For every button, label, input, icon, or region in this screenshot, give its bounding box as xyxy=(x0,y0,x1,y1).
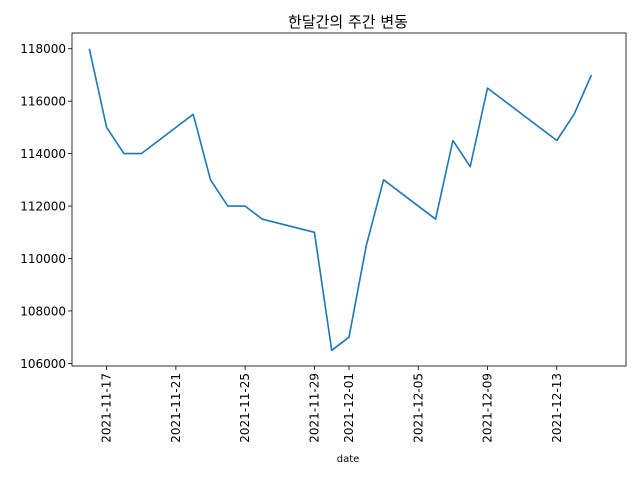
y-tick-label: 112000 xyxy=(20,200,66,214)
x-tick-label: 2021-12-05 xyxy=(411,373,425,443)
x-tick-label: 2021-11-17 xyxy=(100,373,114,443)
x-tick-label: 2021-12-09 xyxy=(481,373,495,443)
chart-title: 한달간의 주간 변동 xyxy=(288,13,408,31)
x-tick-label: 2021-12-13 xyxy=(550,373,564,443)
x-axis: 2021-11-17 2021-11-21 2021-11-25 2021-11-29… xyxy=(100,366,564,443)
y-tick-label: 118000 xyxy=(20,42,66,56)
plot-area xyxy=(71,32,627,367)
y-tick-label: 106000 xyxy=(20,357,66,371)
y-tick-label: 116000 xyxy=(20,95,66,109)
y-tick-label: 108000 xyxy=(20,304,66,318)
y-axis: 106000 108000 110000 112000 114000 116000 1180… xyxy=(20,42,72,371)
x-tick-label: 2021-11-25 xyxy=(238,373,252,443)
series-layer xyxy=(88,48,593,352)
x-tick-label: 2021-11-29 xyxy=(307,373,321,443)
x-tick-label: 2021-11-21 xyxy=(169,373,183,443)
x-axis-title: date xyxy=(337,454,360,465)
y-tick-label: 114000 xyxy=(20,147,66,161)
x-tick-label: 2021-12-01 xyxy=(342,373,356,443)
series-line xyxy=(88,48,593,352)
y-tick-label: 110000 xyxy=(20,252,66,266)
